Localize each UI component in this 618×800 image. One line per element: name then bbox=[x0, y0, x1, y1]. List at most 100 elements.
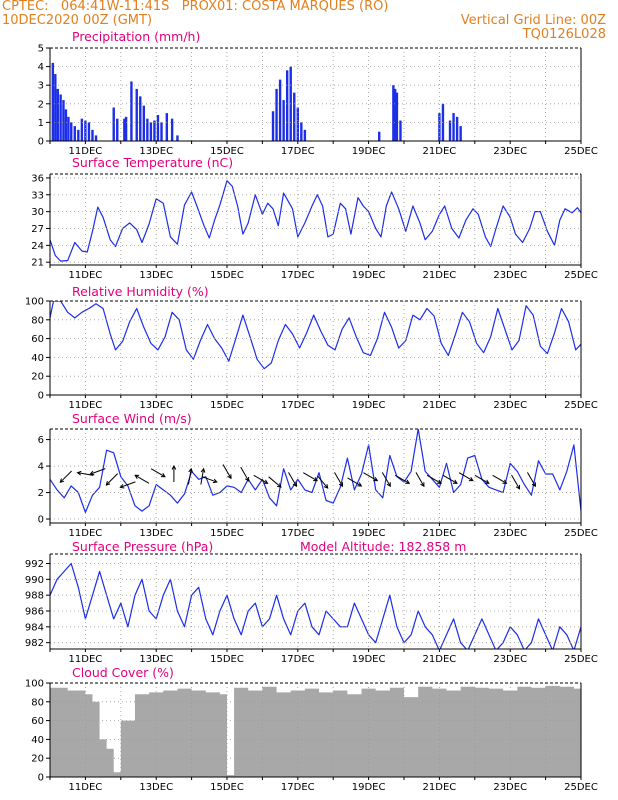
panel-data bbox=[50, 429, 581, 513]
y-tick-label: 40 bbox=[31, 353, 44, 364]
wind-arrow bbox=[527, 472, 536, 487]
wind-arrow-head bbox=[323, 484, 329, 489]
panel-data bbox=[51, 62, 462, 141]
x-tick-label: 17DEC bbox=[281, 654, 315, 665]
precip-bar bbox=[455, 116, 459, 141]
x-tick-label: 13DEC bbox=[139, 270, 173, 281]
precip-bar bbox=[271, 111, 275, 141]
wind-arrow bbox=[415, 472, 425, 487]
precip-bar bbox=[80, 118, 84, 141]
x-tick-label: 25DEC bbox=[564, 400, 598, 411]
wind-arrow-head bbox=[188, 467, 193, 473]
precip-bar bbox=[146, 118, 149, 141]
precip-bar bbox=[51, 62, 55, 141]
wind-arrow-head bbox=[227, 474, 232, 480]
precip-bar bbox=[87, 122, 91, 141]
panel-3: Relative Humidity (%) 0 20 40 60 80 100 11DEC 13… bbox=[25, 284, 598, 411]
precip-bar bbox=[275, 88, 278, 141]
x-tick-label: 23DEC bbox=[493, 654, 527, 665]
x-tick-label: 21DEC bbox=[423, 146, 457, 157]
wind-arrow bbox=[492, 474, 507, 484]
precip-bar bbox=[94, 135, 98, 141]
x-tick-label: 25DEC bbox=[564, 782, 598, 793]
x-tick-label: 19DEC bbox=[352, 782, 386, 793]
x-tick-label: 17DEC bbox=[281, 782, 315, 793]
x-tick-label: 23DEC bbox=[493, 400, 527, 411]
wind-arrow bbox=[474, 474, 490, 484]
precip-bar bbox=[160, 122, 163, 141]
wind-arrow bbox=[59, 470, 72, 483]
y-tick-label: 6 bbox=[38, 435, 44, 446]
x-tick-label: 15DEC bbox=[210, 400, 244, 411]
precip-bar bbox=[116, 118, 119, 141]
y-tick-label: 20 bbox=[31, 372, 44, 383]
precip-bar bbox=[378, 131, 381, 141]
panel-data bbox=[50, 301, 581, 370]
wind-arrow bbox=[201, 476, 217, 483]
wind-arrow-head bbox=[531, 482, 536, 488]
panel-2: Surface Temperature (nC) 21 24 27 30 33 36 11DE… bbox=[31, 155, 598, 281]
wind-arrow bbox=[105, 473, 118, 486]
wind-arrow bbox=[77, 472, 94, 476]
header-station: CPTEC: 064:41W-11:41S PROX01: COSTA MARQ… bbox=[2, 0, 389, 14]
y-tick-label: 27 bbox=[31, 224, 44, 235]
y-tick-label: 1 bbox=[38, 118, 44, 129]
precip-bar bbox=[293, 92, 296, 141]
y-tick-label: 4 bbox=[38, 62, 44, 73]
y-tick-label: 2 bbox=[38, 99, 44, 110]
wind-arrow-head bbox=[160, 473, 166, 478]
wind-arrow bbox=[222, 464, 232, 479]
x-tick-label: 13DEC bbox=[139, 146, 173, 157]
x-tick-label: 15DEC bbox=[210, 654, 244, 665]
header-grid-note: Vertical Grid Line: 00Z bbox=[460, 13, 606, 28]
x-tick-label: 11DEC bbox=[69, 782, 103, 793]
wind-arrow bbox=[240, 466, 250, 482]
x-tick-label: 19DEC bbox=[352, 654, 386, 665]
wind-arrow-head bbox=[502, 479, 508, 484]
y-tick-label: 0 bbox=[38, 773, 44, 784]
x-tick-label: 13DEC bbox=[139, 654, 173, 665]
wind-arrow-head bbox=[59, 478, 65, 484]
wind-arrow bbox=[511, 474, 520, 490]
precip-bar bbox=[176, 135, 179, 141]
x-tick-label: 19DEC bbox=[352, 400, 386, 411]
x-tick-label: 25DEC bbox=[564, 146, 598, 157]
panel-data bbox=[50, 685, 581, 777]
x-tick-label: 21DEC bbox=[423, 782, 457, 793]
header-date: 10DEC2020 00Z (GMT) bbox=[2, 13, 153, 28]
y-tick-label: 4 bbox=[38, 462, 44, 473]
wind-arrow bbox=[187, 468, 192, 485]
wind-arrow-head bbox=[105, 480, 111, 486]
y-tick-label: 30 bbox=[31, 207, 44, 218]
y-tick-label: 40 bbox=[31, 735, 44, 746]
series-line bbox=[50, 180, 581, 262]
x-tick-label: 13DEC bbox=[139, 782, 173, 793]
x-tick-label: 17DEC bbox=[281, 270, 315, 281]
y-tick-label: 100 bbox=[25, 679, 44, 690]
precip-bar bbox=[56, 88, 59, 141]
x-tick-label: 19DEC bbox=[352, 528, 386, 539]
wind-arrow bbox=[334, 472, 343, 487]
cloud-cover-area bbox=[50, 685, 581, 777]
wind-arrow bbox=[134, 474, 150, 484]
precip-bar bbox=[395, 92, 399, 141]
y-tick-label: 5 bbox=[38, 44, 44, 55]
wind-arrow-head bbox=[420, 482, 425, 488]
y-tick-label: 80 bbox=[31, 697, 44, 708]
panel-annotation: Model Altitude: 182.858 m bbox=[300, 539, 466, 554]
x-tick-label: 23DEC bbox=[493, 782, 527, 793]
header-model: TQ0126L028 bbox=[522, 27, 606, 42]
precip-bar bbox=[62, 100, 65, 141]
precip-bar bbox=[282, 100, 285, 141]
wind-arrow-head bbox=[89, 470, 95, 476]
wind-arrow-head bbox=[386, 482, 391, 488]
x-tick-label: 17DEC bbox=[281, 146, 315, 157]
x-tick-label: 21DEC bbox=[423, 270, 457, 281]
precip-bar bbox=[64, 109, 68, 141]
y-tick-label: 24 bbox=[31, 241, 44, 252]
panel-data bbox=[50, 562, 581, 649]
wind-arrow bbox=[288, 472, 297, 487]
panel-title: Cloud Cover (%) bbox=[72, 665, 174, 680]
